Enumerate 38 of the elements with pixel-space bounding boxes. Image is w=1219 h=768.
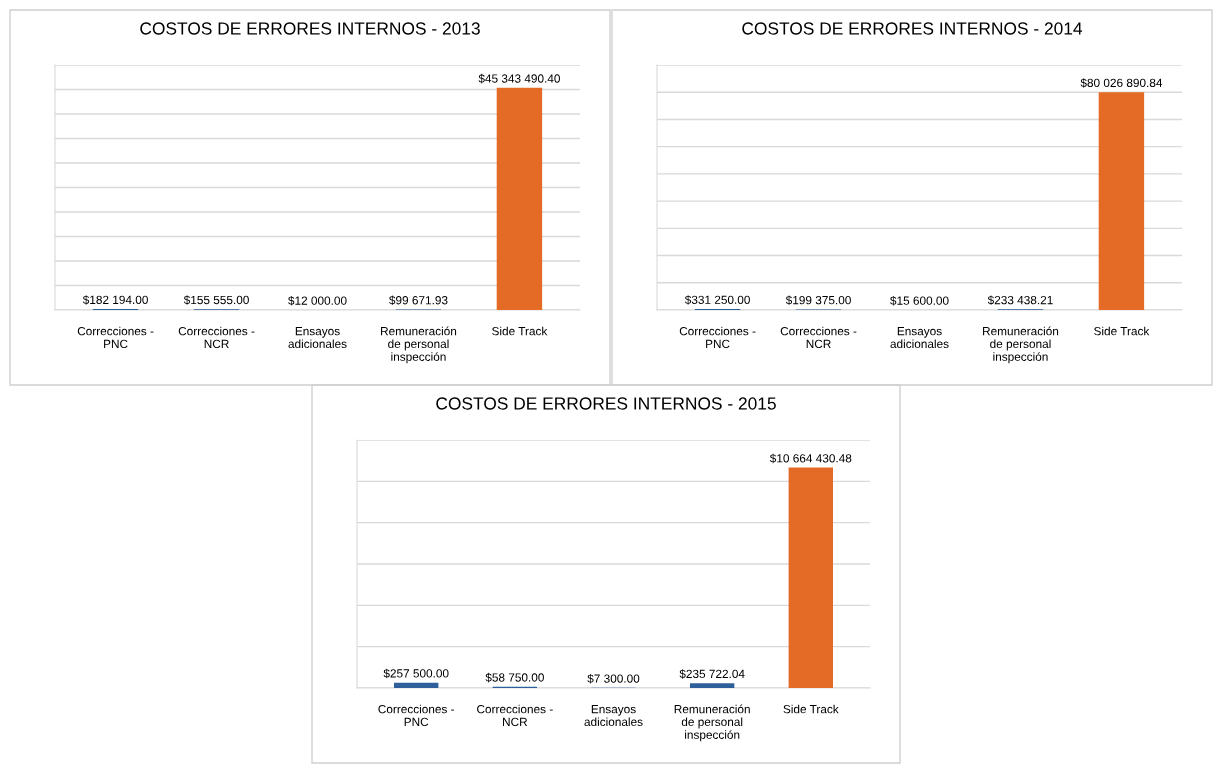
x-tick-label: Side Track	[1094, 326, 1150, 336]
data-label: $233 438.21	[987, 295, 1053, 305]
chart-title: COSTOS DE ERRORES INTERNOS - 2014	[742, 22, 1083, 35]
data-label: $45 343 490.40	[478, 73, 560, 84]
x-tick-label: Ensayos adicionales	[584, 705, 643, 727]
bar	[689, 683, 735, 688]
data-label: $58 750.00	[485, 672, 544, 683]
x-tick-label: Correcciones - PNC	[679, 326, 756, 349]
chart-title: COSTOS DE ERRORES INTERNOS - 2013	[140, 22, 480, 35]
x-tick-label: Correcciones - NCR	[780, 326, 857, 349]
data-label: $155 555.00	[183, 295, 249, 305]
x-tick-label: Remuneración de personal inspección	[983, 326, 1059, 364]
x-tick-label: Ensayos adicionales	[890, 327, 949, 349]
x-tick-label: Side Track	[492, 326, 548, 336]
x-tick-label: Ensayos adicionales	[288, 327, 347, 349]
data-label: $80 026 890.84	[1080, 78, 1163, 88]
bar	[1098, 92, 1145, 310]
data-label: $12 000.00	[288, 295, 347, 306]
data-label: $182 194.00	[82, 295, 148, 305]
x-tick-label: Remuneración de personal inspección	[381, 326, 457, 364]
chart-title: COSTOS DE ERRORES INTERNOS - 2015	[436, 397, 776, 410]
x-tick-label: Correcciones - NCR	[178, 326, 255, 349]
bar	[788, 467, 833, 688]
data-label: $331 250.00	[684, 295, 750, 305]
data-label: $235 722.04	[679, 669, 745, 679]
x-tick-label: Correcciones - NCR	[477, 704, 553, 727]
data-label: $199 375.00	[785, 295, 851, 306]
x-tick-label: Correcciones - PNC	[378, 704, 455, 727]
x-tick-label: Side Track	[783, 704, 839, 714]
data-label: $15 600.00	[890, 295, 949, 306]
data-label: $99 671.93	[389, 295, 448, 306]
data-label: $10 664 430.48	[769, 453, 852, 464]
data-label: $257 500.00	[383, 668, 449, 679]
bar	[394, 682, 439, 688]
x-tick-label: Remuneración de personal inspección	[674, 704, 750, 742]
bar	[496, 87, 543, 310]
data-label: $7 300.00	[587, 673, 640, 684]
x-tick-label: Correcciones - PNC	[77, 326, 154, 349]
